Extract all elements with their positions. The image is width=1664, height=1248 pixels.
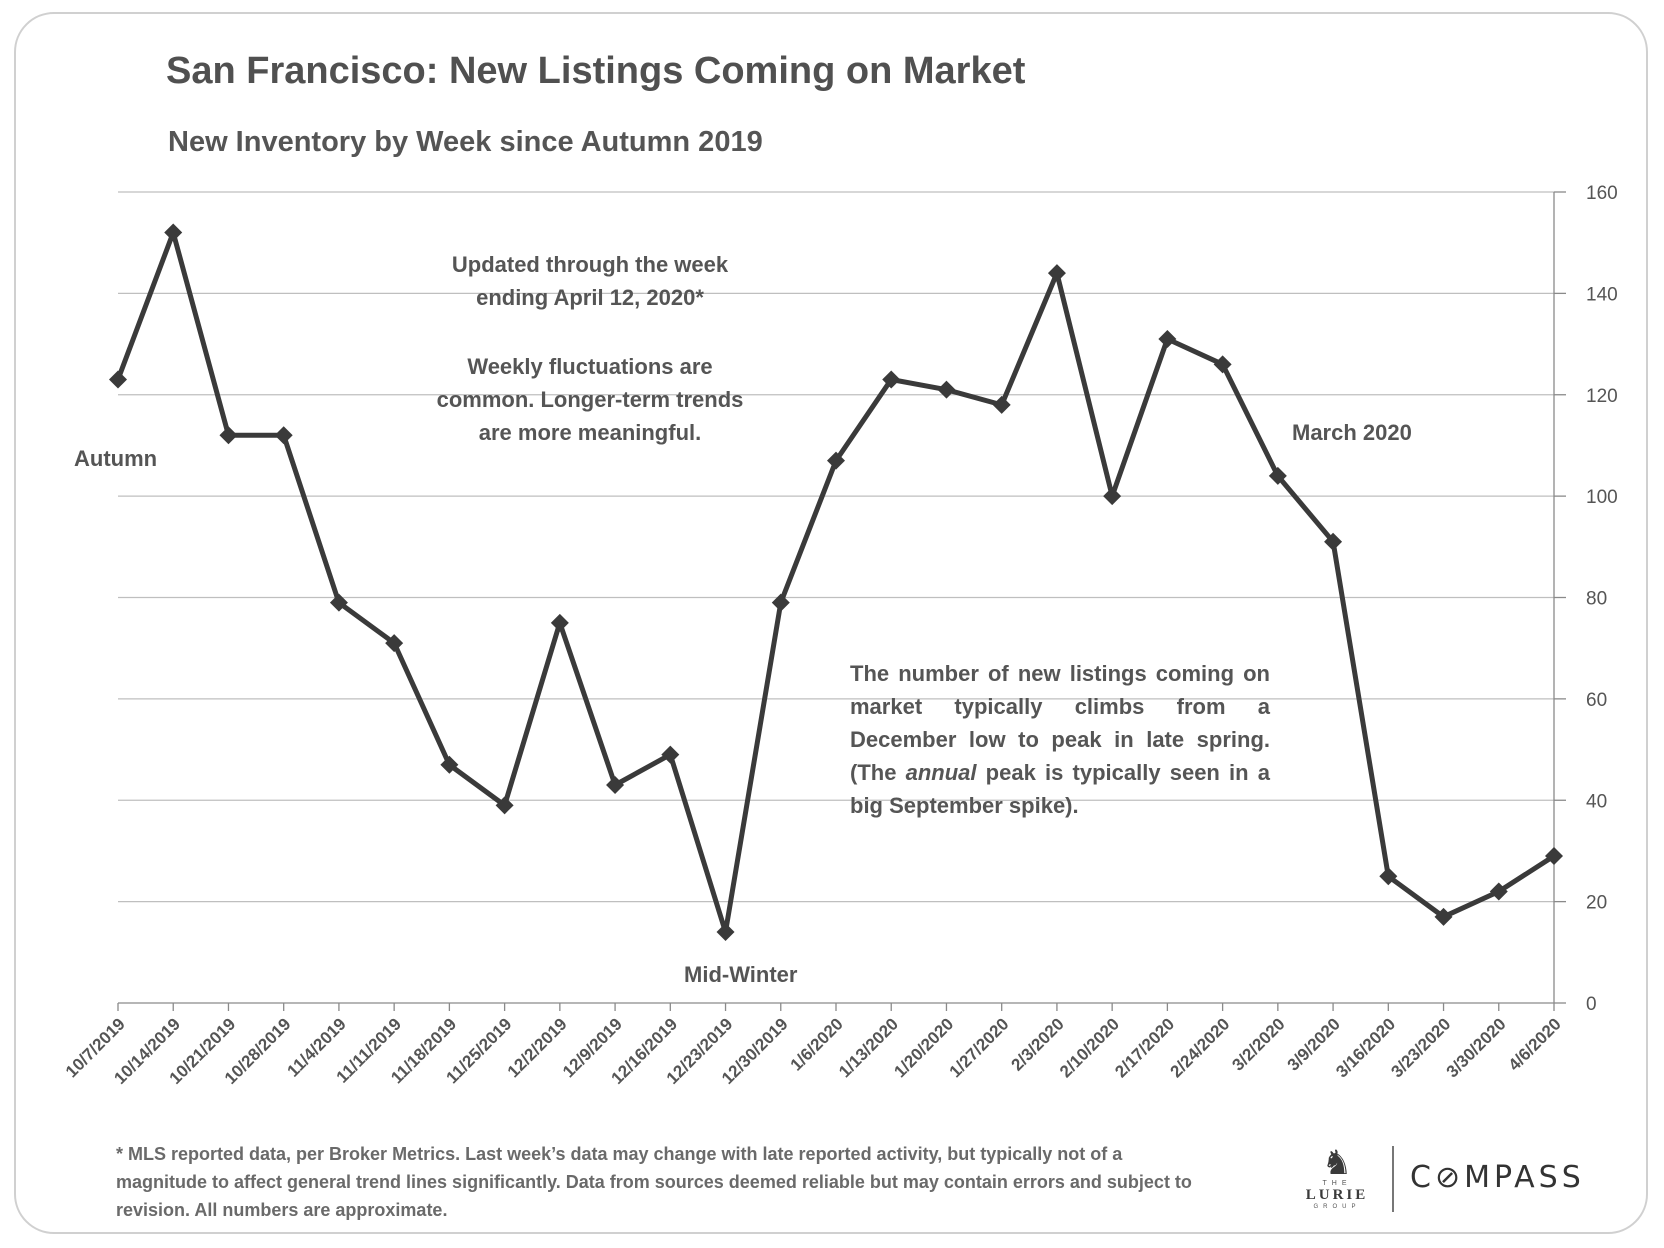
series-line xyxy=(115,230,1556,935)
data-point-10/7/2019 xyxy=(109,370,127,389)
data-point-1/13/2020 xyxy=(882,370,901,389)
data-point-3/16/2020 xyxy=(1379,867,1398,886)
y-tick-label: 20 xyxy=(1586,893,1607,914)
data-point-3/30/2020 xyxy=(1489,882,1508,901)
x-tick-label: 1/13/2020 xyxy=(835,1014,902,1081)
data-point-3/9/2020 xyxy=(1324,532,1343,551)
data-point-1/6/2020 xyxy=(827,451,845,470)
data-point-11/11/2019 xyxy=(385,634,404,653)
x-tick-label: 1/27/2020 xyxy=(946,1014,1013,1081)
x-tick-label: 3/2/2020 xyxy=(1228,1014,1288,1074)
y-tick-label: 120 xyxy=(1586,386,1618,407)
lurie-the-text: THE xyxy=(1322,1180,1352,1187)
lurie-name-text: LURIE xyxy=(1305,1187,1369,1203)
data-point-10/28/2019 xyxy=(274,426,293,445)
seasonal-note-emphasis: annual xyxy=(905,760,977,785)
fluct-line-1: Weekly fluctuations are xyxy=(467,354,713,379)
x-tick-label: 2/10/2020 xyxy=(1056,1014,1123,1081)
fluct-line-3: are more meaningful. xyxy=(478,420,702,445)
seasonal-note-part-1: The number of new listings coming on mar… xyxy=(850,661,1270,785)
y-tick-label: 60 xyxy=(1586,690,1607,711)
updated-line-2: ending April 12, 2020* xyxy=(476,285,704,310)
seasonal-note-part-2: peak is typically seen in a big Septembe… xyxy=(850,760,1270,818)
series-markers xyxy=(109,223,1563,942)
march-2020-label: March 2020 xyxy=(1292,420,1412,445)
tick-labels: 02040608010012014016010/7/201910/14/2019… xyxy=(62,183,1618,1088)
chart-subtitle: New Inventory by Week since Autumn 2019 xyxy=(168,126,763,158)
data-point-3/23/2020 xyxy=(1434,907,1453,926)
seasonal-note: The number of new listings coming on mar… xyxy=(850,657,1270,822)
chart-frame xyxy=(14,12,1648,1234)
series-polyline xyxy=(115,230,1556,935)
updated-line-1: Updated through the week xyxy=(451,252,729,277)
y-tick-label: 40 xyxy=(1586,791,1607,812)
data-point-11/18/2019 xyxy=(440,755,459,774)
data-point-12/30/2019 xyxy=(771,593,790,612)
y-tick-label: 140 xyxy=(1586,284,1618,305)
compass-logo: C⊘MPASS xyxy=(1410,1160,1585,1195)
lurie-group-logo: ♞ THE LURIE GROUP xyxy=(1302,1146,1372,1216)
lurie-group-text: GROUP xyxy=(1313,1204,1361,1210)
footnote: * MLS reported data, per Broker Metrics.… xyxy=(116,1144,1192,1220)
data-point-3/2/2020 xyxy=(1268,466,1287,485)
data-point-1/20/2020 xyxy=(937,380,956,399)
x-tick-label: 12/2/2019 xyxy=(504,1014,571,1081)
x-tick-label: 3/23/2020 xyxy=(1387,1014,1454,1081)
data-point-2/17/2020 xyxy=(1158,329,1177,348)
data-point-2/10/2020 xyxy=(1103,487,1122,506)
y-tick-label: 160 xyxy=(1586,183,1618,204)
data-point-10/14/2019 xyxy=(164,223,183,242)
midwinter-label: Mid-Winter xyxy=(684,962,798,987)
data-point-11/25/2019 xyxy=(495,796,514,815)
axes xyxy=(117,191,1566,1011)
data-point-12/23/2019 xyxy=(716,923,735,942)
x-tick-label: 2/17/2020 xyxy=(1111,1014,1178,1081)
data-point-12/2/2019 xyxy=(550,613,569,632)
data-point-2/3/2020 xyxy=(1047,264,1066,283)
updated-annotation: Updated through the week ending April 12… xyxy=(400,248,780,314)
gridlines xyxy=(118,191,1554,903)
x-tick-label: 2/24/2020 xyxy=(1167,1014,1234,1081)
data-point-12/9/2019 xyxy=(606,776,625,795)
x-tick-label: 4/6/2020 xyxy=(1505,1014,1565,1074)
data-point-10/21/2019 xyxy=(219,426,238,445)
data-point-11/4/2019 xyxy=(329,593,348,612)
data-point-1/27/2020 xyxy=(992,395,1011,414)
fluct-line-2: common. Longer-term trends xyxy=(436,387,744,412)
knight-icon: ♞ xyxy=(1321,1144,1353,1182)
x-tick-label: 3/16/2020 xyxy=(1332,1014,1399,1081)
y-tick-label: 0 xyxy=(1586,994,1597,1015)
data-point-4/6/2020 xyxy=(1545,847,1563,866)
fluctuation-annotation: Weekly fluctuations are common. Longer-t… xyxy=(390,350,790,449)
data-point-12/16/2019 xyxy=(661,745,680,764)
x-tick-label: 3/30/2020 xyxy=(1443,1014,1510,1081)
chart-title: San Francisco: New Listings Coming on Ma… xyxy=(166,50,1026,92)
autumn-label: Autumn xyxy=(74,446,158,471)
x-tick-label: 1/20/2020 xyxy=(890,1014,957,1081)
y-tick-label: 80 xyxy=(1586,589,1607,610)
y-tick-label: 100 xyxy=(1586,487,1618,508)
logo-divider xyxy=(1392,1146,1394,1212)
data-point-2/24/2020 xyxy=(1213,355,1232,374)
